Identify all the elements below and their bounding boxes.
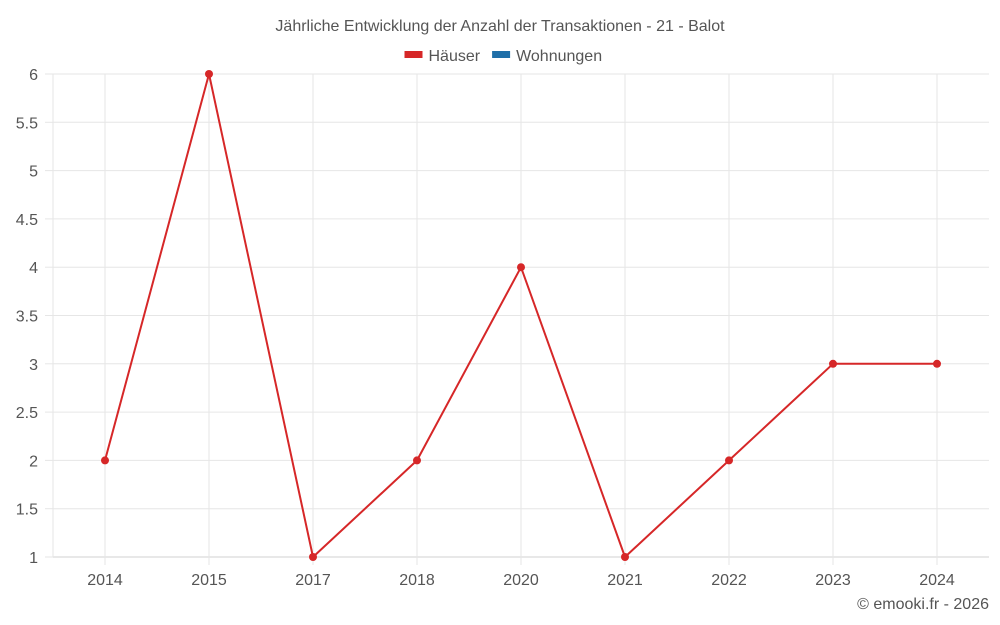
y-tick-label: 3.5 bbox=[16, 309, 38, 326]
x-axis: 2014 2015 2017 2018 2020 2021 2022 2023 2024 bbox=[87, 572, 955, 589]
data-point[interactable] bbox=[517, 263, 525, 272]
data-point[interactable] bbox=[621, 553, 629, 561]
y-tick-label: 6 bbox=[29, 67, 38, 84]
data-point[interactable] bbox=[309, 553, 317, 561]
y-tick-label: 5 bbox=[29, 164, 38, 181]
legend-item[interactable]: Wohnungen bbox=[492, 48, 602, 65]
data-point[interactable] bbox=[933, 359, 941, 368]
y-axis: 1 1.5 2 2.5 3 3.5 4 4.5 5 5.5 6 bbox=[16, 67, 38, 567]
x-tick-label: 2024 bbox=[919, 572, 955, 589]
x-tick-label: 2017 bbox=[295, 572, 331, 589]
y-tick-label: 1.5 bbox=[16, 502, 38, 519]
credit-text: © emooki.fr - 2026 bbox=[857, 596, 989, 613]
x-tick-label: 2020 bbox=[503, 572, 539, 589]
x-tick-label: 2021 bbox=[607, 572, 643, 589]
y-tick-label: 4 bbox=[29, 260, 38, 277]
legend-item[interactable]: Häuser bbox=[404, 48, 481, 65]
x-tick-label: 2014 bbox=[87, 572, 123, 589]
chart-title: Jährliche Entwicklung der Anzahl der Tra… bbox=[275, 18, 725, 35]
data-point[interactable] bbox=[829, 359, 837, 368]
x-tick-label: 2022 bbox=[711, 572, 747, 589]
legend-swatch bbox=[492, 51, 511, 58]
legend-swatch bbox=[404, 51, 423, 58]
y-tick-label: 1 bbox=[29, 550, 38, 567]
x-tick-label: 2023 bbox=[815, 572, 851, 589]
legend-label: Wohnungen bbox=[516, 48, 602, 65]
data-point[interactable] bbox=[725, 456, 733, 465]
y-tick-label: 5.5 bbox=[16, 115, 38, 132]
data-point[interactable] bbox=[413, 456, 421, 465]
legend: Häuser Wohnungen bbox=[404, 48, 602, 65]
x-tick-label: 2018 bbox=[399, 572, 435, 589]
legend-label: Häuser bbox=[429, 48, 481, 65]
grid bbox=[45, 73, 989, 565]
series-layer bbox=[101, 70, 941, 561]
y-tick-label: 3 bbox=[29, 357, 38, 374]
series-häuser bbox=[101, 70, 941, 561]
y-tick-label: 4.5 bbox=[16, 212, 38, 229]
x-tick-label: 2015 bbox=[191, 572, 227, 589]
data-point[interactable] bbox=[101, 456, 109, 465]
data-point[interactable] bbox=[205, 70, 213, 78]
y-tick-label: 2 bbox=[29, 453, 38, 470]
y-tick-label: 2.5 bbox=[16, 405, 38, 422]
